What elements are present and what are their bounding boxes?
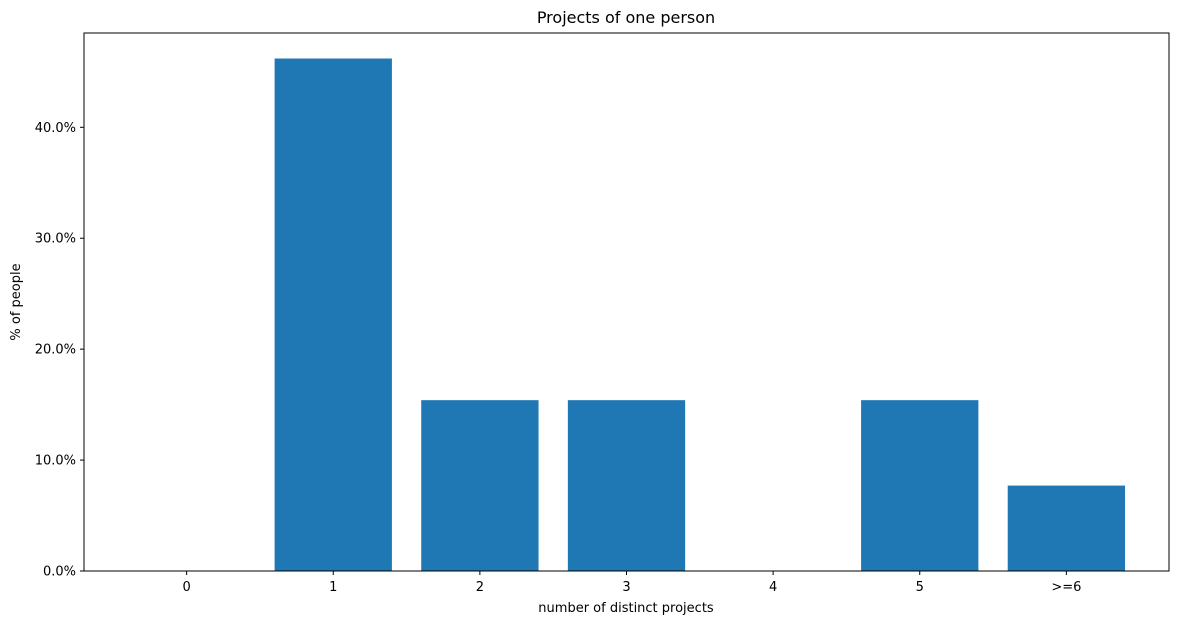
y-axis-label: % of people (9, 263, 24, 340)
x-axis-ticks: 0 1 2 3 4 5 >=6 (182, 571, 1081, 595)
x-tick-label: >=6 (1051, 580, 1081, 595)
x-tick-label: 2 (476, 580, 484, 595)
y-tick-label: 40.0% (35, 121, 76, 136)
x-tick-label: 5 (916, 580, 924, 595)
bars-group (274, 58, 1126, 571)
bar->=6 (1007, 485, 1126, 571)
x-tick-label: 4 (769, 580, 777, 595)
y-tick-label: 30.0% (35, 232, 76, 247)
chart-title: Projects of one person (537, 8, 715, 27)
y-axis-ticks: 0.0% 10.0% 20.0% 30.0% 40.0% (35, 121, 84, 580)
y-tick-label: 0.0% (43, 565, 76, 580)
bar-2 (421, 400, 539, 571)
x-tick-label: 0 (182, 580, 190, 595)
x-axis-label: number of distinct projects (538, 601, 714, 616)
bar-3 (567, 400, 686, 571)
plot-area-frame (83, 32, 1170, 572)
y-tick-label: 10.0% (35, 454, 76, 469)
x-tick-label: 1 (329, 580, 337, 595)
x-tick-label: 3 (622, 580, 630, 595)
bar-5 (861, 400, 979, 571)
bar-1 (274, 58, 392, 571)
y-tick-label: 20.0% (35, 343, 76, 358)
